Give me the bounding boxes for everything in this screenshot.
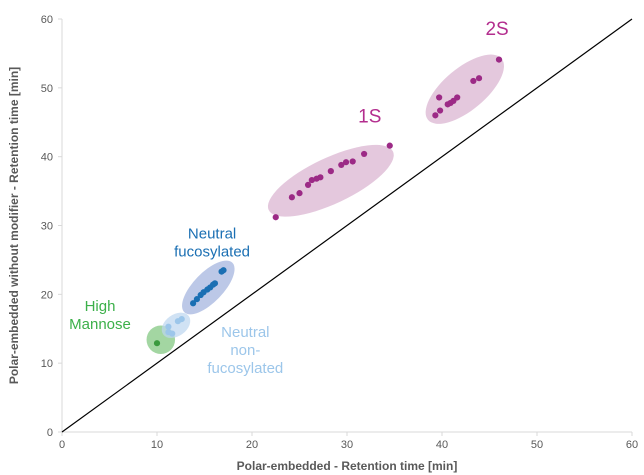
y-axis-title: Polar-embedded without modifier - Retent…	[7, 67, 21, 384]
reference-diagonal-line	[61, 18, 633, 433]
x-tick-label: 0	[59, 439, 65, 451]
data-point	[211, 280, 219, 287]
x-tick-label: 10	[151, 439, 163, 451]
data-point	[220, 267, 227, 274]
data-point	[386, 142, 393, 149]
data-point	[308, 176, 315, 184]
y-tick-label: 50	[41, 83, 53, 95]
data-point	[327, 168, 334, 175]
y-tick-label: 60	[41, 14, 53, 26]
cluster-label-line: non-	[230, 342, 260, 359]
data-point	[296, 190, 303, 197]
data-point	[169, 330, 176, 337]
cluster-label-line: 2S	[485, 19, 508, 40]
cluster-label: Neutral non-fucosylated	[207, 324, 283, 377]
data-points	[153, 56, 503, 347]
cluster-label: Neutral fucosylated	[174, 226, 250, 261]
cluster-ellipses	[146, 54, 504, 355]
data-point	[304, 181, 312, 188]
cluster-ellipse	[267, 144, 394, 217]
cluster-label-line: Neutral	[188, 226, 236, 243]
data-point	[437, 107, 444, 114]
data-point	[165, 323, 172, 330]
y-tick-label: 0	[47, 427, 53, 439]
cluster-label-line: 1S	[358, 106, 381, 127]
data-point	[495, 56, 503, 63]
x-tick-label: 30	[341, 439, 353, 451]
cluster-label: 2S	[485, 19, 508, 40]
data-point	[361, 150, 368, 158]
x-tick-label: 50	[531, 439, 543, 451]
data-point	[454, 94, 461, 101]
data-point	[193, 296, 200, 303]
x-axis-title: Polar-embedded - Retention time [min]	[237, 459, 458, 473]
data-point	[338, 161, 345, 169]
data-point	[432, 112, 439, 119]
data-point	[153, 340, 161, 347]
cluster-label: 1S	[358, 106, 381, 127]
data-point	[190, 300, 197, 307]
x-tick-label: 60	[626, 439, 638, 451]
cluster-label-line: fucosylated	[174, 244, 250, 261]
cluster-label-line: fucosylated	[207, 360, 283, 377]
cluster-label-line: Mannose	[69, 316, 131, 333]
cluster-ellipse	[425, 54, 504, 124]
cluster-label-line: Neutral	[221, 324, 269, 341]
data-point	[470, 77, 477, 85]
cluster-label-line: High	[85, 298, 116, 315]
data-point	[178, 316, 185, 323]
data-point	[317, 174, 324, 181]
data-point	[349, 158, 356, 165]
tick-marks	[58, 18, 633, 436]
x-tick-label: 40	[436, 439, 448, 451]
data-point	[436, 94, 443, 101]
y-tick-label: 40	[41, 152, 53, 164]
cluster-labels: High Mannose Neutral non-fucosylatedNeutral…	[69, 19, 509, 377]
data-point	[272, 214, 279, 221]
y-tick-label: 30	[41, 221, 53, 233]
x-tick-labels: 0 10 20 30 40 50 60	[59, 439, 638, 451]
x-tick-label: 20	[246, 439, 258, 451]
cluster-label: High Mannose	[69, 298, 131, 333]
data-point	[475, 75, 483, 82]
y-tick-label: 20	[41, 289, 53, 301]
data-point	[288, 194, 295, 201]
y-tick-label: 10	[41, 358, 53, 370]
data-point	[342, 159, 350, 166]
y-tick-labels: 0 10 20 30 40 50 60	[41, 14, 53, 439]
